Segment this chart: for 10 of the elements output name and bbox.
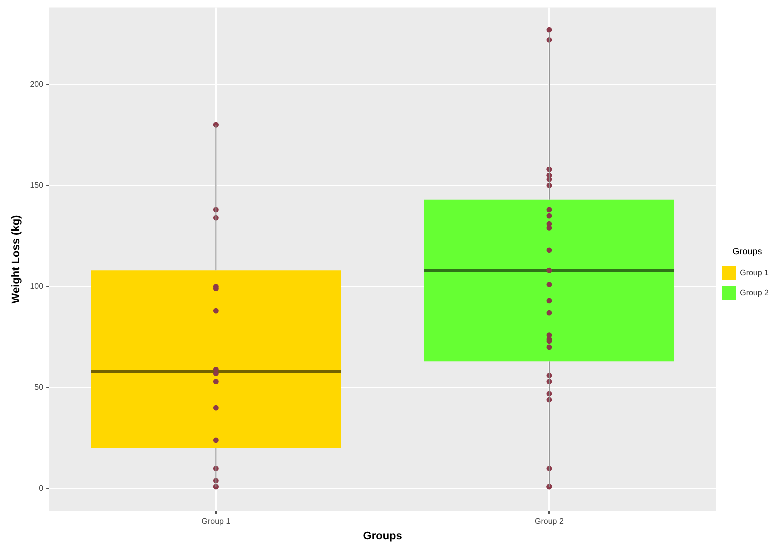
legend-title: Groups [732,246,763,257]
legend-label: Group 2 [740,288,770,298]
y-axis-title: Weight Loss (kg) [10,214,23,304]
y-tick-label: 150 [30,180,44,190]
legend-label: Group 1 [740,268,770,278]
y-tick-label: 50 [34,383,44,392]
y-tick-label: 100 [30,282,44,291]
y-tick-label: 200 [30,80,44,89]
x-axis-title: Groups [363,530,402,542]
y-tick-label: 0 [39,484,44,494]
